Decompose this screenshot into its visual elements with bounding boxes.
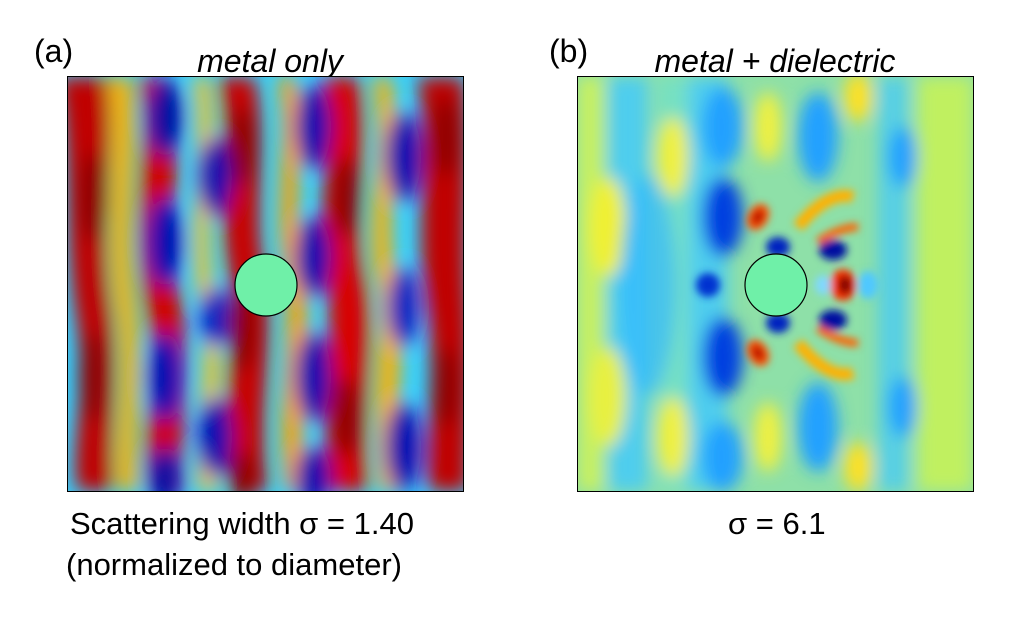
panel-b-background-field: [578, 77, 973, 491]
panel-a-wave-bands: [68, 77, 463, 491]
panel-a-caption-line1: Scattering width σ = 1.40: [70, 506, 414, 541]
panel-a-label: (a): [34, 33, 74, 69]
panel-a-caption-line2: (normalized to diameter): [66, 547, 402, 582]
panel-b-label: (b): [549, 33, 589, 69]
panel-b-scatterer: [744, 253, 808, 317]
panel-a-field-map: [67, 76, 464, 492]
panel-b-caption: σ = 6.1: [728, 506, 826, 541]
panel-b-near-field-lobes: [696, 189, 878, 381]
panel-a-title: metal only: [197, 43, 343, 79]
panel-b-title: metal + dielectric: [654, 43, 896, 79]
panel-b-field-map: [577, 76, 974, 492]
panel-a-scatterer: [234, 253, 298, 317]
